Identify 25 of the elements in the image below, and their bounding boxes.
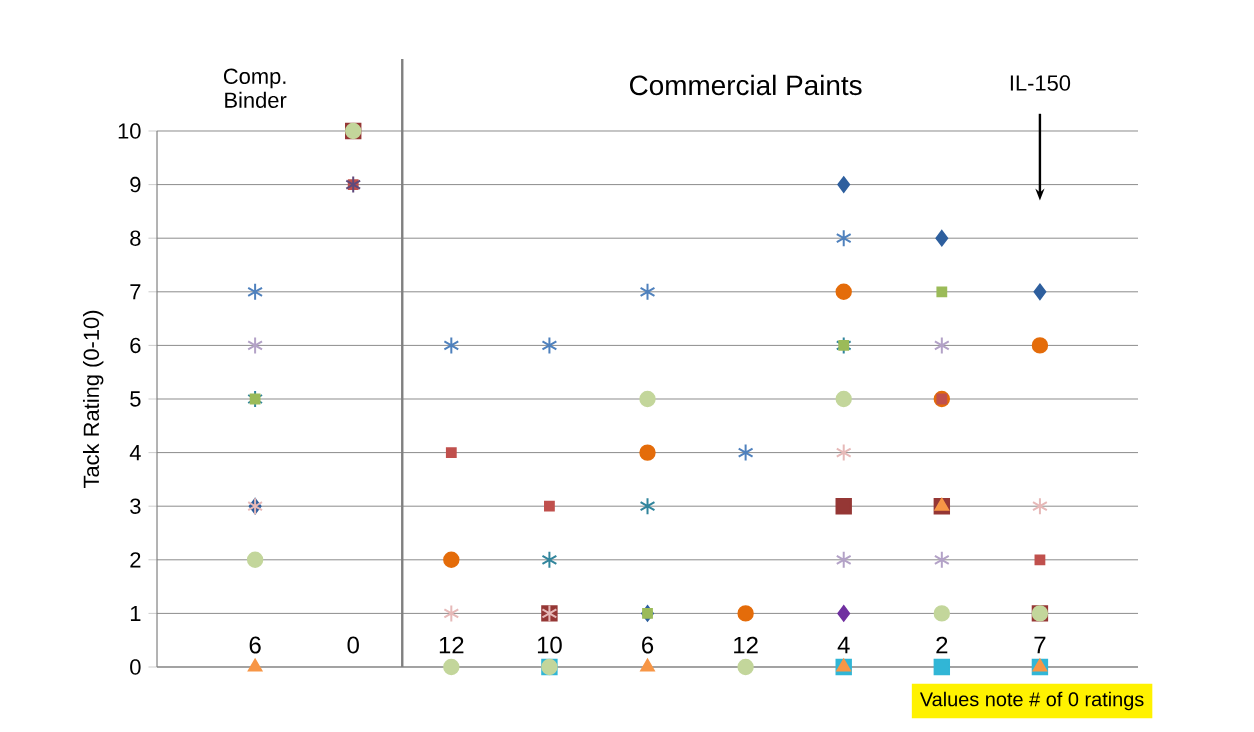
y-axis-title: Tack Rating (0-10): [82, 310, 104, 489]
annotation: 6: [642, 636, 654, 654]
y-tick-label: 9: [130, 176, 141, 193]
y-tick-label: 2: [130, 552, 141, 568]
annotation: 7: [1034, 636, 1046, 654]
y-tick-label: 5: [130, 391, 141, 407]
text: Commercial Paints: [629, 74, 862, 96]
text: IL-150: [1010, 75, 1071, 91]
y-tick-label: 10: [118, 123, 141, 139]
y-tick-label: 3: [130, 498, 141, 514]
annotation: 12: [439, 636, 464, 654]
y-tick-label: 1: [130, 605, 141, 621]
annotation: 10: [537, 636, 562, 654]
y-tick-label: 7: [130, 284, 141, 300]
annotation: 2: [936, 636, 948, 654]
annotation: 12: [734, 636, 758, 654]
x-tick-label: Comp. Binder: [223, 68, 287, 108]
y-tick-label: 4: [129, 445, 141, 461]
y-tick-label: 0: [130, 659, 141, 675]
annotation: 0: [347, 636, 359, 654]
y-tick-label: 8: [130, 230, 141, 246]
annotation: 4: [837, 636, 850, 654]
annotation: 6: [249, 636, 261, 654]
text: Values note # of 0 ratings: [919, 691, 1144, 711]
y-tick-label: 6: [130, 337, 141, 354]
